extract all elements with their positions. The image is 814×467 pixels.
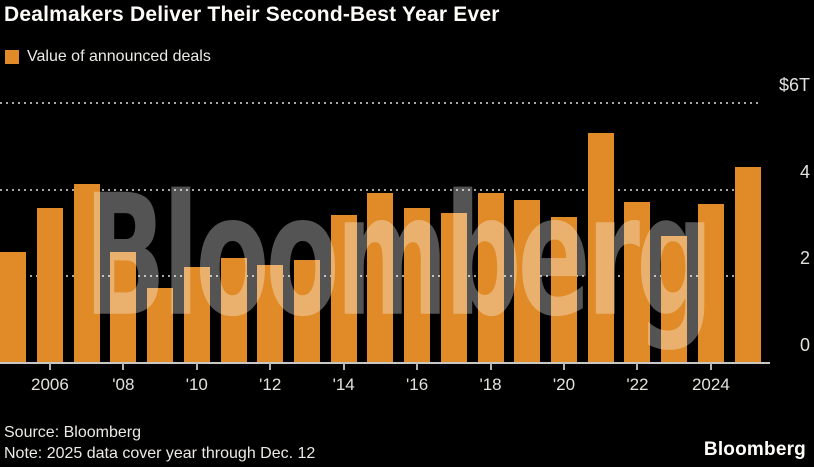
- bar-2016: [404, 208, 431, 362]
- x-tick-2016: [416, 363, 419, 370]
- chart-title: Dealmakers Deliver Their Second-Best Yea…: [4, 3, 500, 26]
- x-tick-2006: [48, 363, 51, 370]
- x-axis-label-2012: '12: [259, 375, 282, 394]
- y-axis-label-4: 4: [799, 161, 810, 182]
- x-tick-2010: [195, 363, 198, 370]
- legend-label: Value of announced deals: [27, 48, 211, 65]
- bar-2013: [293, 260, 320, 362]
- x-tick-2008: [122, 363, 125, 370]
- x-axis-label-2022: '22: [626, 375, 649, 394]
- bar-2019: [514, 199, 541, 362]
- bar-2009: [147, 288, 174, 362]
- bar-2006: [36, 208, 63, 362]
- x-tick-2024: [709, 363, 712, 370]
- bar-2014: [330, 214, 357, 362]
- bar-2017: [440, 212, 467, 362]
- bloomberg-logo: Bloomberg: [703, 439, 806, 460]
- bar-2021: [587, 132, 614, 362]
- x-axis-line: [0, 362, 770, 364]
- bar-2023: [661, 236, 688, 362]
- bar-2011: [220, 258, 247, 362]
- legend: Value of announced deals: [5, 48, 211, 66]
- x-axis-label-2020: '20: [552, 375, 576, 394]
- x-axis-label-2008: '08: [112, 375, 135, 394]
- bar-2020: [551, 216, 577, 362]
- bar-2008: [110, 251, 137, 362]
- bar-2025: [734, 167, 761, 362]
- bar-2022: [624, 201, 651, 362]
- y-axis-label-6: $6T: [778, 75, 810, 96]
- bar-2012: [257, 264, 284, 362]
- x-axis-label-2018: '18: [479, 375, 502, 394]
- x-tick-2012: [269, 363, 272, 370]
- x-tick-2014: [342, 363, 345, 370]
- bar-2024: [697, 203, 724, 362]
- bar-2007: [73, 184, 100, 362]
- x-tick-2020: [563, 363, 565, 370]
- bar-2018: [477, 193, 504, 362]
- y-axis-label-2: 2: [799, 248, 810, 269]
- x-tick-2022: [636, 363, 639, 370]
- bar-2005: [0, 251, 27, 362]
- x-axis-label-2010: '10: [185, 375, 208, 394]
- legend-swatch-icon: [5, 50, 19, 64]
- x-axis-label-2024: 2024: [691, 375, 730, 394]
- source-text: Source: Bloomberg: [4, 424, 141, 441]
- footer: Source: Bloomberg Note: 2025 data cover …: [4, 422, 315, 464]
- bar-2015: [367, 193, 394, 362]
- y-axis-label-0: 0: [799, 335, 810, 355]
- x-tick-2018: [489, 363, 492, 370]
- x-axis-label-2006: 2006: [30, 375, 69, 394]
- note-text: Note: 2025 data cover year through Dec. …: [4, 445, 316, 462]
- x-axis-label-2014: '14: [332, 375, 355, 394]
- gridline-6: [0, 102, 762, 105]
- gridline-4: [0, 188, 762, 191]
- bar-2010: [183, 266, 210, 362]
- x-axis-label-2016: '16: [406, 375, 429, 394]
